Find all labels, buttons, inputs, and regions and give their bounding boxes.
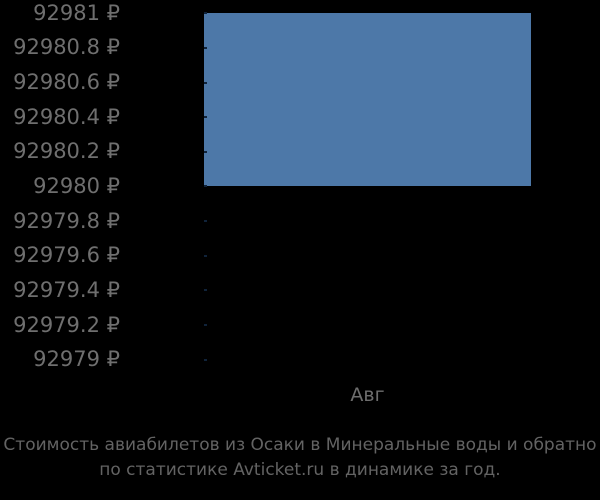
- y-tick-label: 92979.8 ₽: [13, 208, 120, 233]
- y-tick-label: 92980.4 ₽: [13, 104, 120, 129]
- y-tick-label: 92980.2 ₽: [13, 139, 120, 164]
- bar-avg: [204, 13, 531, 187]
- y-tick-label: 92979.4 ₽: [13, 277, 120, 302]
- y-tick-mark: [204, 254, 207, 257]
- y-tick-mark: [204, 81, 207, 84]
- y-tick-label: 92980.6 ₽: [13, 70, 120, 94]
- y-tick-mark: [204, 46, 207, 49]
- y-tick-label: 92979 ₽: [33, 347, 120, 372]
- caption-line-2: по статистике Avticket.ru в динамике за …: [99, 460, 501, 480]
- y-tick-label: 92980.8 ₽: [13, 35, 120, 60]
- x-axis-label: Авг: [350, 384, 385, 406]
- y-tick-label: 92980 ₽: [33, 173, 120, 198]
- y-tick-label: 92981 ₽: [33, 0, 120, 25]
- chart-caption: Стоимость авиабилетов из Осаки в Минерал…: [0, 433, 600, 483]
- y-tick-label: 92979.6 ₽: [13, 243, 120, 268]
- y-tick-mark: [204, 116, 207, 119]
- y-tick-mark: [204, 220, 207, 223]
- y-tick-mark: [204, 12, 207, 15]
- y-tick-mark: [204, 289, 207, 292]
- y-tick-label: 92979.2 ₽: [13, 312, 120, 337]
- y-tick-mark: [204, 358, 207, 361]
- y-tick-mark: [204, 185, 207, 188]
- caption-line-1: Стоимость авиабилетов из Осаки в Минерал…: [3, 435, 597, 455]
- y-tick-mark: [204, 324, 207, 327]
- y-tick-mark: [204, 150, 207, 153]
